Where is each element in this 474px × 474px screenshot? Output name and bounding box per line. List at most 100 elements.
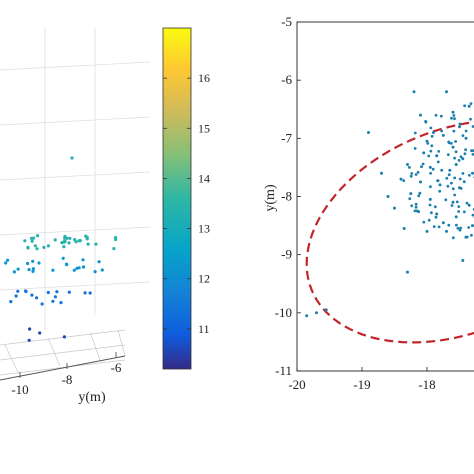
3d-scatter-point [9,300,13,304]
plot-frame [296,21,474,372]
3d-scatter-point [24,289,28,293]
scatter-point [324,308,328,312]
scatter-point [409,174,413,178]
colorbar-ticks: 11 12 13 14 15 16 [163,71,210,336]
scatter-point [459,155,463,159]
scatter-points [305,90,474,318]
scatter-point [455,223,458,227]
y-tick-label: -6 [281,72,292,87]
3d-scatter-point [31,269,35,273]
scatter-point [418,191,422,195]
scatter-point [458,228,462,232]
scatter-point [457,159,461,162]
colorbar-tick-label: 13 [198,222,210,236]
right-2d-scatter-panel: -20-19-18-17 -5-6-7-8-9-10-11 y(m) [263,14,474,392]
3d-scatter-point [97,260,101,264]
scatter-point [416,170,420,174]
scatter-point [454,215,458,219]
3d-scatter-point [67,290,71,294]
scatter-point [440,129,443,133]
scatter-point [470,233,473,237]
floor-grid-line [0,359,126,376]
3d-y-axis-line [0,355,126,381]
scatter-point [409,192,413,196]
scatter-point [432,225,436,229]
scatter-point [459,226,462,230]
3d-scatter-point [81,265,86,269]
scatter-point [452,114,456,117]
3d-scatter-point [23,239,27,243]
scatter-point [445,176,449,180]
3d-scatter-point [46,290,50,295]
3d-y-axis-label: y(m) [78,390,106,405]
scatter-point [447,141,451,145]
3d-scatter-point [37,261,41,265]
scatter-point [399,177,403,181]
floor-grid-line [89,331,101,361]
scatter-point [420,165,423,169]
scatter-point [457,210,460,213]
scatter-point [471,125,474,128]
3d-scatter-point [61,256,65,260]
scatter-point [446,153,450,157]
scatter-point [450,181,453,185]
scatter-point [464,148,467,152]
scatter-point [458,122,462,126]
scatter-point [451,110,455,114]
scatter-point [437,150,441,153]
scatter-point [461,134,465,138]
y-axis-ticks: -5 -6 -7 -8 -9 -10 -11 [275,14,301,378]
3d-y-tick-label: -8 [62,372,73,387]
scatter-point [410,172,414,175]
3d-y-tick-label: -10 [11,382,28,397]
scatter-point [414,205,418,209]
3d-scatter-point [35,296,39,300]
scatter-point [445,229,448,233]
scatter-point [428,203,432,207]
scatter-point [441,221,445,225]
scatter-point [449,142,453,145]
3d-scatter-point [78,239,82,243]
scatter-point [434,215,438,219]
scatter-point [424,120,427,123]
scatter-point [417,210,420,214]
3d-scatter-point [26,246,30,250]
scatter-point [413,131,417,135]
scatter-point [430,211,433,215]
scatter-point [461,172,465,175]
scatter-point [454,163,458,166]
scatter-point [447,223,451,227]
scatter-point [461,157,465,161]
scatter-point [393,206,396,210]
scatter-point [463,152,467,156]
3d-scatter-point [30,293,34,297]
scatter-point [456,226,460,230]
scatter-point [471,224,474,228]
3d-scatter-point [30,239,34,243]
scatter-point [438,183,442,187]
scatter-point [419,113,422,117]
scatter-point [422,151,426,155]
3d-scatter-point [38,331,42,335]
scatter-point [425,229,429,233]
x-tick-label: -19 [353,377,370,392]
scatter-point [429,126,433,130]
scatter-point [469,102,473,105]
scatter-point [462,180,466,184]
y-tick-label: -11 [275,363,292,378]
grid-line [0,116,151,126]
scatter-point [465,235,469,239]
3d-scatter-point [68,236,72,240]
scatter-point [453,176,457,180]
scatter-point [453,117,456,121]
scatter-point [427,154,431,158]
scatter-point [448,168,452,172]
3d-scatter-point [85,237,89,241]
scatter-point [315,311,318,315]
scatter-point [454,140,457,143]
3d-scatter-point [72,268,76,272]
colorbar-tick-label: 15 [198,121,210,135]
scatter-point [446,184,450,188]
scatter-point [454,150,458,154]
x-tick-label: -20 [288,377,305,392]
